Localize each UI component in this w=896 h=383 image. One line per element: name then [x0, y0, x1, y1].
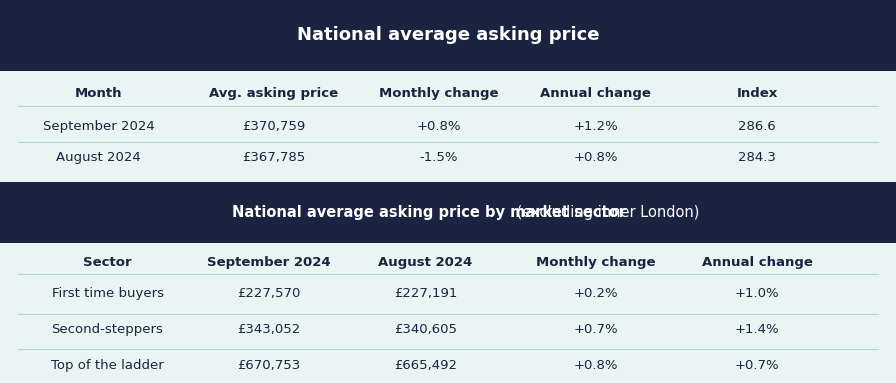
Text: Month: Month	[74, 87, 123, 100]
Text: £227,191: £227,191	[394, 287, 457, 300]
Text: 284.3: 284.3	[738, 151, 776, 164]
Text: Sector: Sector	[83, 256, 132, 269]
Text: £343,052: £343,052	[237, 323, 300, 336]
Text: (excluding inner London): (excluding inner London)	[512, 205, 700, 220]
Text: +0.8%: +0.8%	[573, 151, 618, 164]
Text: Annual change: Annual change	[540, 87, 651, 100]
Text: £340,605: £340,605	[394, 323, 457, 336]
Text: National average asking price by market sector: National average asking price by market …	[232, 205, 625, 220]
Text: £665,492: £665,492	[394, 359, 457, 372]
Text: +0.7%: +0.7%	[573, 323, 618, 336]
Text: Top of the ladder: Top of the ladder	[51, 359, 164, 372]
Text: August 2024: August 2024	[56, 151, 141, 164]
Text: +1.2%: +1.2%	[573, 120, 618, 133]
Text: +0.8%: +0.8%	[573, 359, 618, 372]
Text: £227,570: £227,570	[237, 287, 300, 300]
Text: Index: Index	[737, 87, 778, 100]
Text: +1.0%: +1.0%	[735, 287, 780, 300]
Text: Avg. asking price: Avg. asking price	[209, 87, 338, 100]
Text: National average asking price by market sector (excluding inner London): National average asking price by market …	[180, 205, 716, 220]
Text: 286.6: 286.6	[738, 120, 776, 133]
Text: August 2024: August 2024	[378, 256, 473, 269]
Text: National average asking price: National average asking price	[297, 26, 599, 44]
Text: First time buyers: First time buyers	[52, 287, 163, 300]
Bar	[0, 182, 896, 243]
Text: Annual change: Annual change	[702, 256, 813, 269]
Text: -1.5%: -1.5%	[420, 151, 458, 164]
Text: £367,785: £367,785	[242, 151, 305, 164]
Text: September 2024: September 2024	[207, 256, 331, 269]
Text: £670,753: £670,753	[237, 359, 300, 372]
Bar	[0, 0, 896, 71]
Text: Monthly change: Monthly change	[379, 87, 499, 100]
Bar	[0, 182, 896, 243]
Bar	[0, 71, 896, 182]
Text: +1.4%: +1.4%	[735, 323, 780, 336]
Text: Monthly change: Monthly change	[536, 256, 656, 269]
Text: £370,759: £370,759	[242, 120, 305, 133]
Text: +0.7%: +0.7%	[735, 359, 780, 372]
Text: Second-steppers: Second-steppers	[52, 323, 163, 336]
Text: +0.8%: +0.8%	[417, 120, 461, 133]
Bar	[0, 243, 896, 383]
Text: +0.2%: +0.2%	[573, 287, 618, 300]
Text: September 2024: September 2024	[43, 120, 154, 133]
